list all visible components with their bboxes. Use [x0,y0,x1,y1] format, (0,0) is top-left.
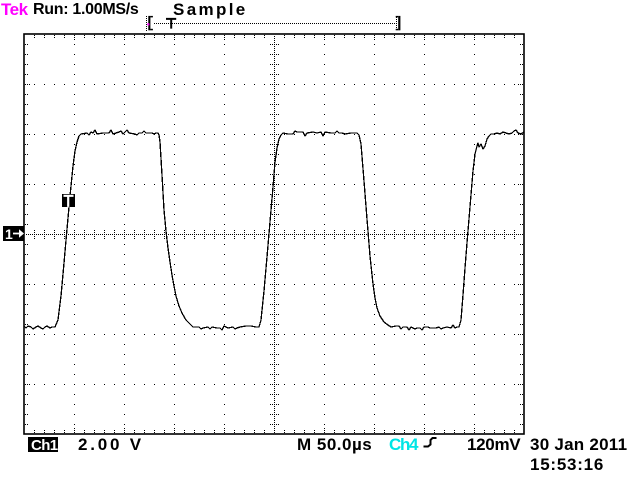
svg-text:1: 1 [5,226,13,242]
